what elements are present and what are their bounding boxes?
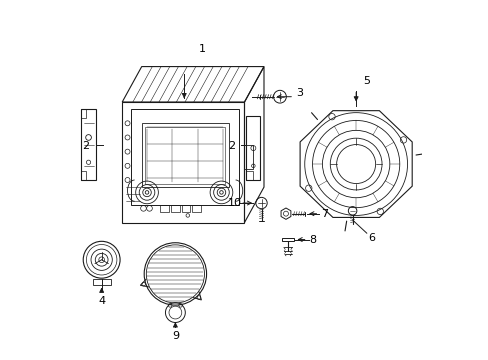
Text: 4: 4: [98, 296, 105, 306]
Text: 1: 1: [198, 44, 205, 54]
Text: 5: 5: [363, 76, 369, 86]
Text: 2: 2: [228, 141, 235, 151]
Text: 6: 6: [368, 234, 375, 243]
Text: 9: 9: [171, 331, 179, 341]
Text: 10: 10: [227, 198, 242, 208]
Text: 3: 3: [295, 88, 303, 98]
Text: 8: 8: [309, 235, 316, 244]
Text: 2: 2: [82, 141, 89, 151]
Text: 7: 7: [321, 209, 327, 219]
